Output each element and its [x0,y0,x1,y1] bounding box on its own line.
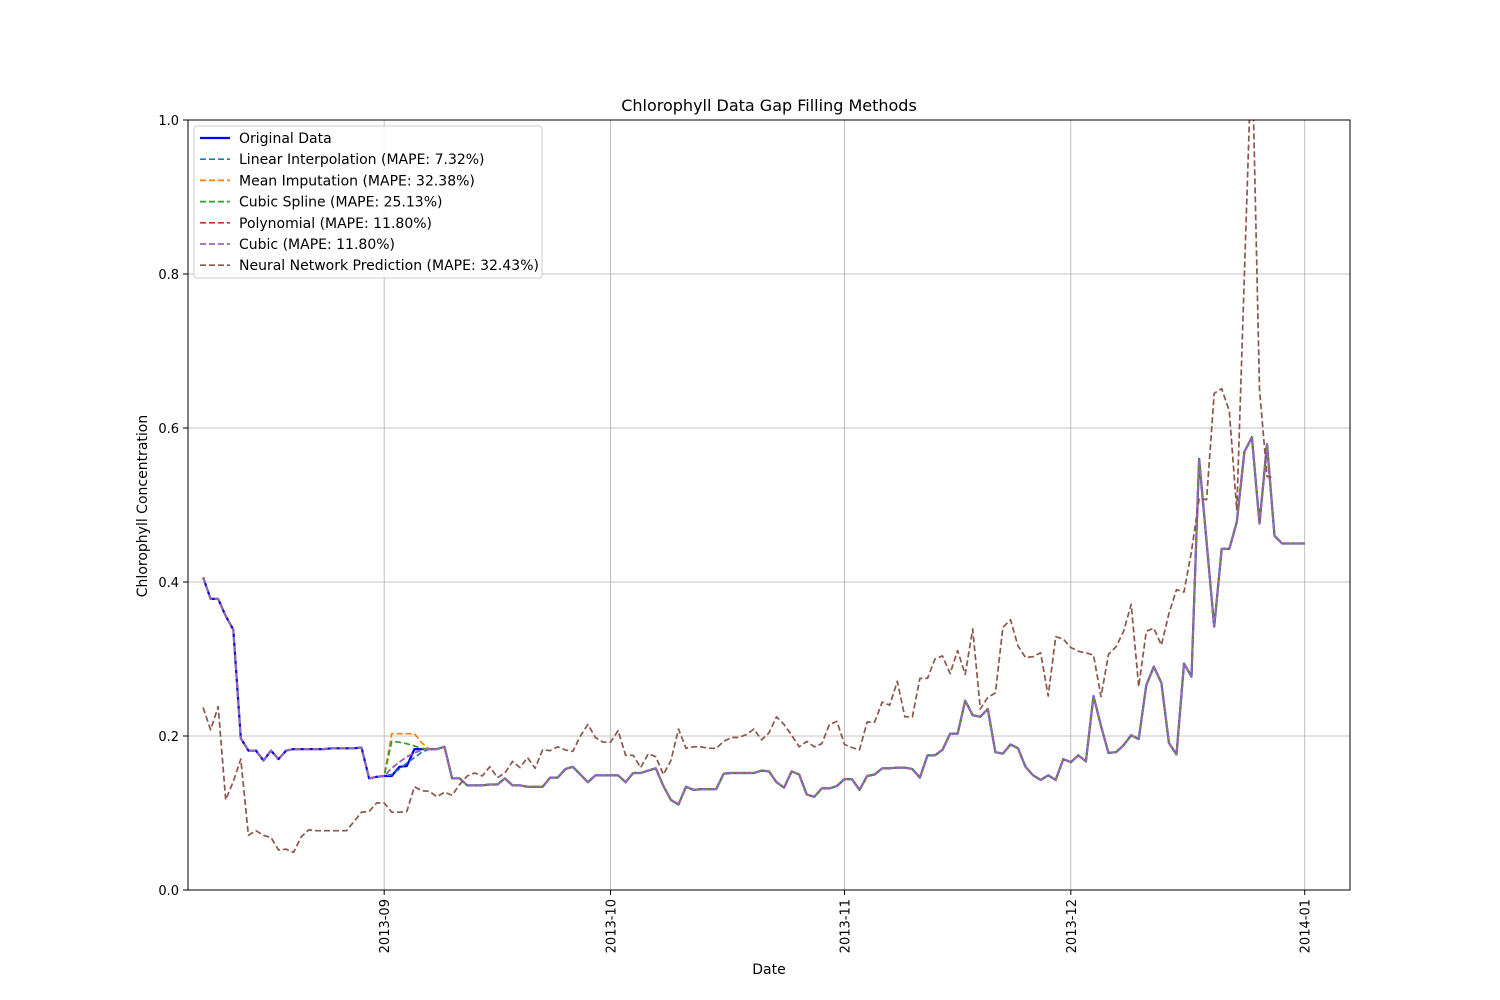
legend-entry: Cubic Spline (MAPE: 25.13%) [239,195,442,211]
x-tick-label: 2013-09 [378,899,393,953]
series-line-3 [202,436,1305,806]
plot-frame [187,119,1351,891]
y-tick-label: 0.6 [158,422,179,437]
legend: Original Data Linear Interpolation (MAPE:… [193,125,543,279]
y-tick-label: 0.0 [158,884,179,899]
x-tick-label: 2014-01 [1299,899,1314,953]
x-tick-label: 2013-12 [1065,899,1080,953]
y-tick-label: 0.8 [158,268,179,283]
x-tick-label: 2013-10 [605,899,620,953]
y-axis-label: Chlorophyll Concentration [135,415,151,597]
legend-entry: Polynomial (MAPE: 11.80%) [239,216,432,232]
axis-ticks: 0.0 0.2 0.4 0.6 0.8 1.0 2013-09 2013-10 2013-11 2… [158,114,1313,953]
series-line-5 [202,436,1305,806]
y-tick-label: 1.0 [158,114,179,129]
legend-entry: Cubic (MAPE: 11.80%) [239,237,395,253]
legend-entry: Neural Network Prediction (MAPE: 32.43%) [239,258,539,274]
chart-title: Chlorophyll Data Gap Filling Methods [621,96,917,115]
y-tick-label: 0.4 [158,576,179,591]
series-line-6 [202,120,1275,854]
legend-entry: Linear Interpolation (MAPE: 7.32%) [239,152,485,168]
legend-entry: Mean Imputation (MAPE: 32.38%) [239,173,475,189]
x-tick-label: 2013-11 [838,899,853,953]
legend-entry: Original Data [239,131,332,147]
x-axis-label: Date [752,962,785,978]
series-lines [202,120,1305,854]
y-tick-label: 0.2 [158,730,179,745]
legend-box [193,125,543,279]
